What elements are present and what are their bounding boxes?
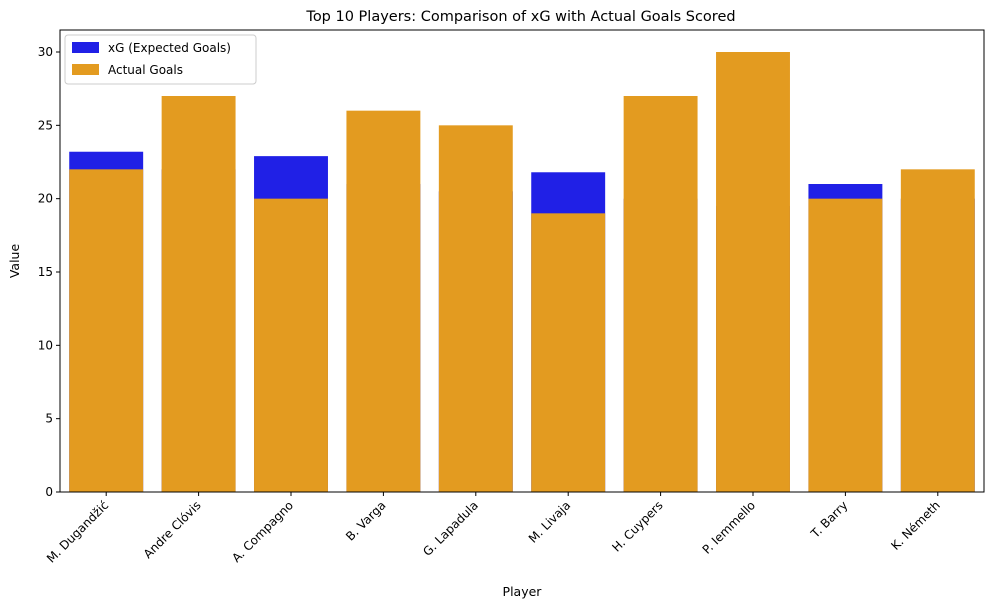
x-tick-label-g-lapadula: G. Lapadula [420,498,481,559]
y-tick-label-0: 0 [45,485,53,499]
legend: xG (Expected Goals) Actual Goals [64,34,257,85]
chart-title: Top 10 Players: Comparison of xG with Ac… [305,9,735,25]
legend-swatch-xg [72,42,99,53]
plot-frame [59,29,985,493]
legend-label-xg: xG (Expected Goals) [108,41,231,55]
x-axis: M. Dugandžić Andre Clóvis A. Compagno B. Va… [44,492,943,566]
x-tick-label-a-compagno: A. Compagno [229,498,296,565]
x-tick-label-k-nemeth: K. Németh [888,498,943,553]
x-tick-label-m-dugandzic: M. Dugandžić [44,498,111,565]
y-tick-label-30: 30 [38,45,53,59]
actual-goals-bar-m-livaja [531,213,606,493]
x-tick-label-p-iemmello: P. Iemmello [700,498,758,556]
legend-swatch-actual-goals [72,64,99,75]
y-tick-label-5: 5 [45,412,53,426]
x-tick-label-h-cuypers: H. Cuypers [609,498,665,554]
actual-goals-bar-t-barry [808,198,883,492]
x-tick-label-andre-clovis: Andre Clóvis [141,498,204,561]
actual-goals-bar-g-lapadula [438,125,513,492]
x-tick-label-b-varga: B. Varga [343,498,388,543]
actual-goals-bar-a-compagno [254,198,328,492]
actual-goals-bar-andre-clovis [161,96,236,492]
y-tick-label-15: 15 [38,265,53,279]
actual-goals-bars-group [69,52,975,493]
legend-frame [64,34,257,85]
actual-goals-bar-h-cuypers [623,96,698,492]
legend-label-actual-goals: Actual Goals [108,63,183,77]
x-tick-label-m-livaja: M. Livaja [526,498,573,545]
y-tick-label-20: 20 [38,192,53,206]
actual-goals-bar-b-varga [346,110,421,493]
actual-goals-bar-m-dugandzic [69,169,144,493]
x-axis-title: Player [503,584,543,599]
y-axis-title: Value [7,244,22,279]
x-tick-label-t-barry: T. Barry [807,498,850,541]
y-tick-label-10: 10 [38,338,53,352]
y-tick-label-25: 25 [38,118,53,132]
y-axis: 0 5 10 15 20 25 30 [38,45,60,499]
actual-goals-bar-p-iemmello [716,52,790,492]
actual-goals-bar-k-nemeth [900,169,975,493]
